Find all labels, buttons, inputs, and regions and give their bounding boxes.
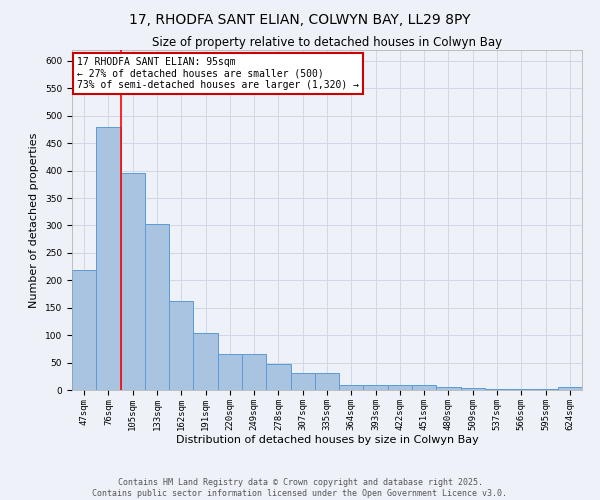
Bar xyxy=(242,354,266,390)
Title: Size of property relative to detached houses in Colwyn Bay: Size of property relative to detached ho… xyxy=(152,36,502,49)
Y-axis label: Number of detached properties: Number of detached properties xyxy=(29,132,40,308)
Bar xyxy=(339,384,364,390)
Bar xyxy=(461,388,485,390)
Bar xyxy=(485,389,509,390)
X-axis label: Distribution of detached houses by size in Colwyn Bay: Distribution of detached houses by size … xyxy=(176,436,478,446)
Bar xyxy=(315,373,339,390)
Bar xyxy=(145,224,169,390)
Bar xyxy=(218,354,242,390)
Text: 17 RHODFA SANT ELIAN: 95sqm
← 27% of detached houses are smaller (500)
73% of se: 17 RHODFA SANT ELIAN: 95sqm ← 27% of det… xyxy=(77,57,359,90)
Bar xyxy=(290,373,315,390)
Bar xyxy=(436,388,461,390)
Bar xyxy=(412,385,436,390)
Bar xyxy=(193,333,218,390)
Bar xyxy=(558,388,582,390)
Text: 17, RHODFA SANT ELIAN, COLWYN BAY, LL29 8PY: 17, RHODFA SANT ELIAN, COLWYN BAY, LL29 … xyxy=(129,12,471,26)
Bar xyxy=(121,174,145,390)
Bar xyxy=(364,384,388,390)
Text: Contains HM Land Registry data © Crown copyright and database right 2025.
Contai: Contains HM Land Registry data © Crown c… xyxy=(92,478,508,498)
Bar xyxy=(266,364,290,390)
Bar xyxy=(388,384,412,390)
Bar xyxy=(509,389,533,390)
Bar xyxy=(72,270,96,390)
Bar xyxy=(533,389,558,390)
Bar xyxy=(96,128,121,390)
Bar xyxy=(169,300,193,390)
